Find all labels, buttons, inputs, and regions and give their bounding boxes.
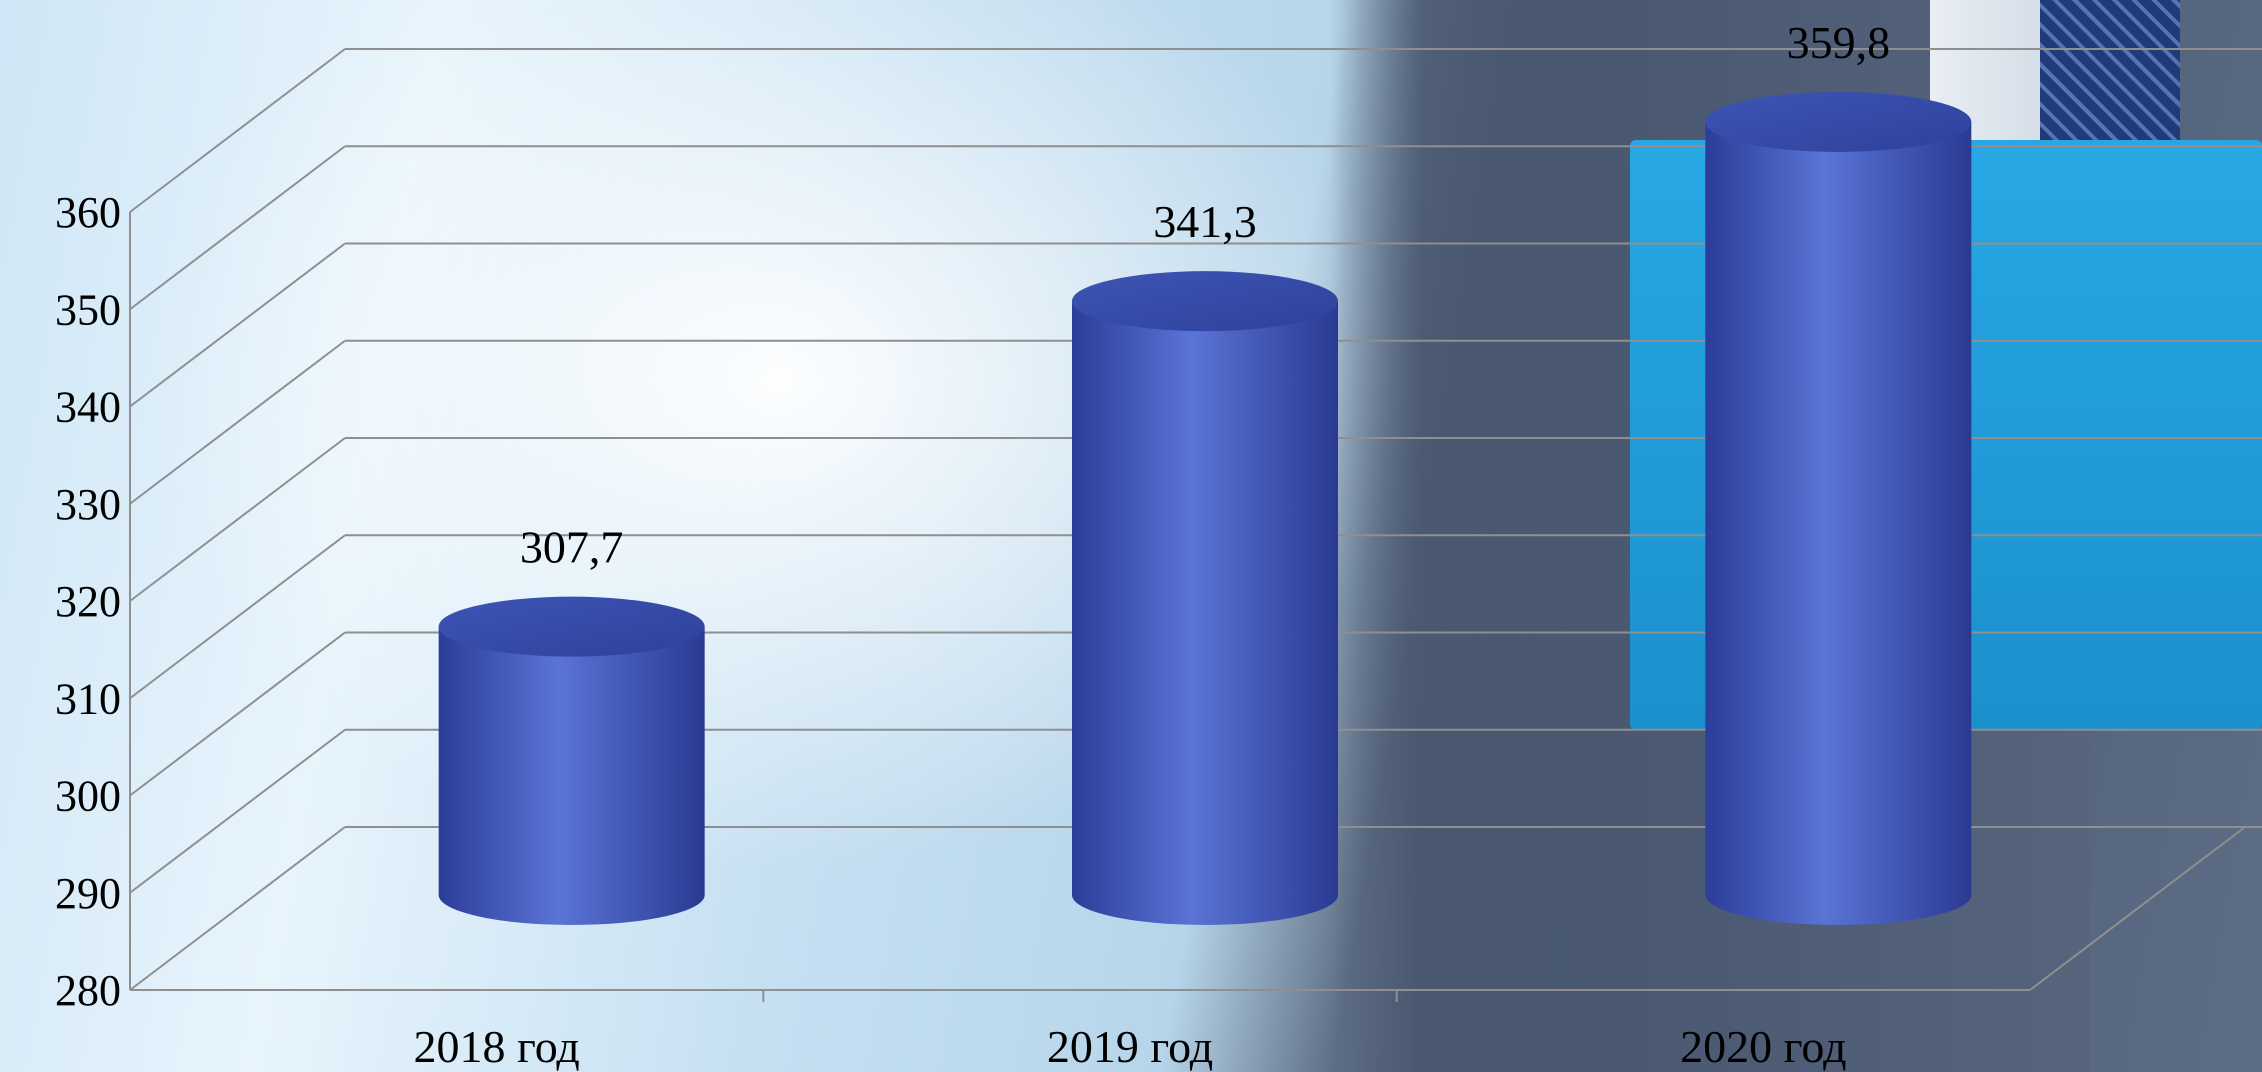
- x-tick-label: 2018 год: [414, 1021, 580, 1072]
- y-tick-label: 290: [55, 869, 121, 918]
- grid-diagonal: [129, 534, 346, 700]
- grid-diagonal: [129, 339, 346, 505]
- y-axis: 280 290 300 310 320 330 340 350 360: [55, 188, 2246, 1015]
- data-label: 359,8: [1787, 17, 1891, 68]
- bar-top: [438, 596, 705, 657]
- grid-diagonal: [129, 145, 346, 311]
- bar-top: [1705, 91, 1972, 152]
- floor-edge: [2029, 826, 2246, 991]
- bar-body: [438, 626, 705, 925]
- grid-diagonal: [129, 242, 346, 408]
- grid-diagonal: [129, 728, 346, 894]
- y-tick-label: 320: [55, 577, 121, 626]
- bars: [438, 91, 1972, 925]
- bar-body: [1705, 121, 1972, 925]
- bar-body: [1072, 301, 1338, 925]
- grid-diagonal: [129, 48, 346, 213]
- x-tick-label: 2020 год: [1680, 1021, 1846, 1072]
- x-tick-label: 2019 год: [1047, 1021, 1213, 1072]
- bar: [438, 596, 705, 925]
- data-labels: 307,7 341,3 359,8: [520, 17, 1890, 573]
- bar: [1705, 91, 1972, 925]
- y-tick-label: 360: [55, 188, 121, 237]
- y-tick-label: 350: [55, 285, 121, 334]
- y-tick-label: 330: [55, 480, 121, 529]
- y-tick-label: 300: [55, 772, 121, 821]
- data-label: 341,3: [1153, 196, 1257, 247]
- bar: [1072, 271, 1338, 925]
- data-label: 307,7: [520, 522, 624, 573]
- y-tick-label: 310: [55, 674, 121, 723]
- grid-diagonal: [129, 631, 346, 797]
- x-axis: 2018 год 2019 год 2020 год: [414, 1021, 1847, 1072]
- grid-diagonal: [129, 826, 346, 991]
- y-tick-label: 340: [55, 383, 121, 432]
- y-tick-label: 280: [55, 966, 121, 1015]
- grid-diagonal: [129, 437, 346, 602]
- bar-top: [1072, 271, 1338, 332]
